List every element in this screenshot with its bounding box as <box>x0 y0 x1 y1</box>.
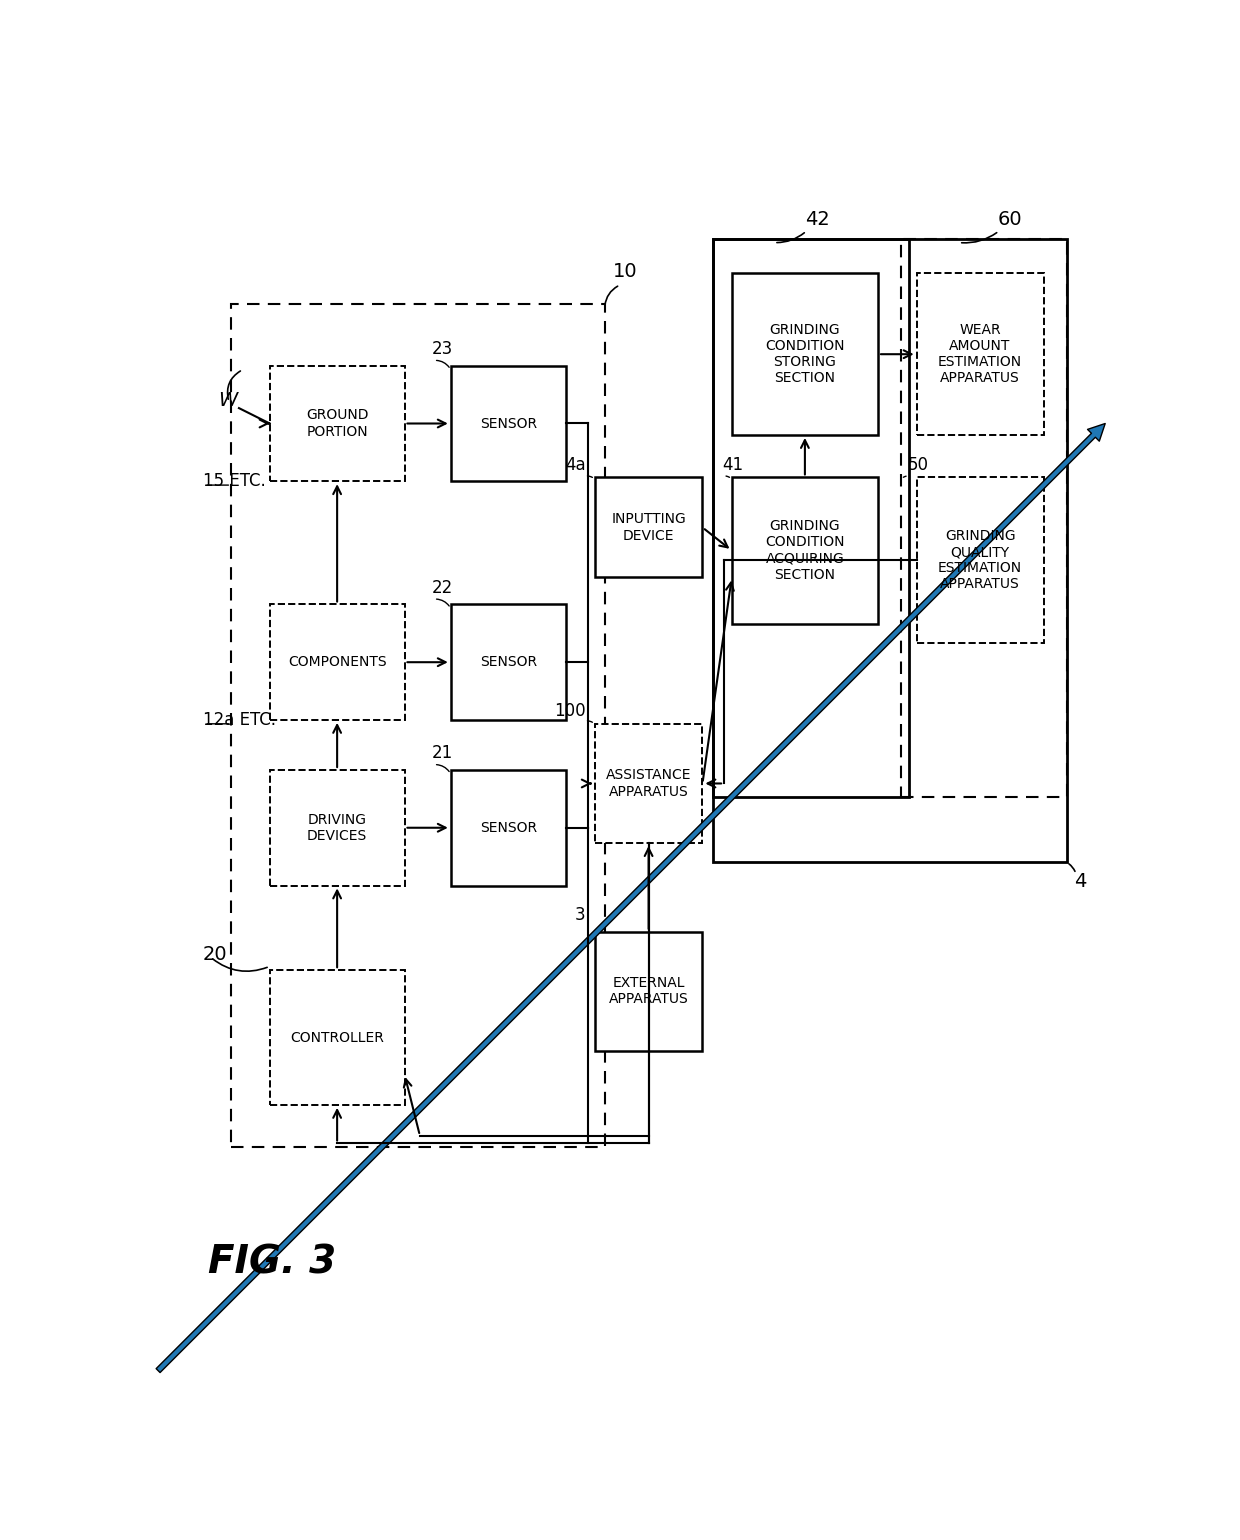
Text: GROUND
PORTION: GROUND PORTION <box>306 408 368 439</box>
Text: 4: 4 <box>1074 872 1086 890</box>
Bar <box>270 604 404 719</box>
Bar <box>901 239 1066 798</box>
Bar <box>450 770 567 885</box>
Bar <box>916 477 1044 644</box>
Text: 50: 50 <box>908 456 929 473</box>
Bar <box>450 604 567 719</box>
Text: 4a: 4a <box>565 456 585 473</box>
Text: COMPONENTS: COMPONENTS <box>288 654 387 670</box>
Text: 60: 60 <box>997 211 1022 229</box>
Bar <box>270 770 404 885</box>
Bar <box>450 367 567 480</box>
Bar <box>916 273 1044 434</box>
Bar <box>732 273 878 434</box>
Text: SENSOR: SENSOR <box>480 654 537 670</box>
Text: EXTERNAL
APPARATUS: EXTERNAL APPARATUS <box>609 976 688 1007</box>
Bar <box>270 970 404 1106</box>
Text: 21: 21 <box>432 744 453 762</box>
Text: 23: 23 <box>432 340 453 357</box>
Text: 15 ETC.: 15 ETC. <box>203 473 265 490</box>
Text: GRINDING
QUALITY
ESTIMATION
APPARATUS: GRINDING QUALITY ESTIMATION APPARATUS <box>937 528 1022 591</box>
Text: SENSOR: SENSOR <box>480 821 537 835</box>
Bar <box>732 477 878 624</box>
Text: 41: 41 <box>723 456 744 473</box>
Text: GRINDING
CONDITION
STORING
SECTION: GRINDING CONDITION STORING SECTION <box>765 323 844 385</box>
Text: FIG. 3: FIG. 3 <box>208 1244 336 1281</box>
Text: 12a ETC.: 12a ETC. <box>203 711 275 728</box>
Text: WEAR
AMOUNT
ESTIMATION
APPARATUS: WEAR AMOUNT ESTIMATION APPARATUS <box>937 323 1022 385</box>
Text: DRIVING
DEVICES: DRIVING DEVICES <box>308 813 367 842</box>
Text: GRINDING
CONDITION
ACQUIRING
SECTION: GRINDING CONDITION ACQUIRING SECTION <box>765 519 844 582</box>
Text: 20: 20 <box>203 946 227 964</box>
Text: CONTROLLER: CONTROLLER <box>290 1030 384 1044</box>
Bar <box>595 724 703 844</box>
Text: 22: 22 <box>432 579 453 596</box>
Text: 42: 42 <box>805 211 830 229</box>
Bar <box>595 477 703 578</box>
Bar <box>595 932 703 1050</box>
Bar <box>713 239 1066 862</box>
Text: 100: 100 <box>554 702 585 719</box>
Bar <box>231 303 605 1147</box>
Text: 10: 10 <box>613 262 637 280</box>
Text: SENSOR: SENSOR <box>480 416 537 431</box>
Text: 3: 3 <box>575 906 585 924</box>
Text: INPUTTING
DEVICE: INPUTTING DEVICE <box>611 513 686 542</box>
Bar <box>270 367 404 480</box>
Text: ASSISTANCE
APPARATUS: ASSISTANCE APPARATUS <box>606 768 692 799</box>
Text: W: W <box>218 391 237 410</box>
Bar <box>713 239 909 798</box>
